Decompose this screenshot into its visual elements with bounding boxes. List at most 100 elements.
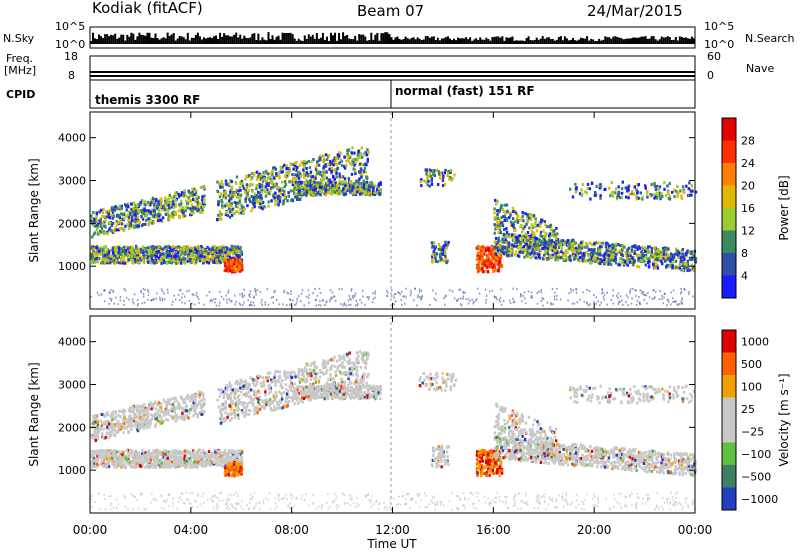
echo-cell: [338, 175, 341, 179]
echo-cell: [244, 200, 247, 204]
echo-cell: [315, 173, 318, 177]
echo-cell: [198, 301, 200, 304]
echo-cell: [357, 180, 361, 184]
nsky-bar: [406, 38, 409, 44]
echo-cell: [120, 226, 123, 230]
echo-cell: [615, 252, 618, 256]
echo-cell: [404, 302, 406, 305]
echo-cell: [329, 300, 331, 303]
echo-cell: [686, 250, 689, 254]
echo-cell: [424, 180, 428, 184]
echo-cell: [222, 248, 225, 252]
echo-cell: [123, 248, 126, 252]
echo-cell: [183, 258, 187, 262]
echo-cell: [493, 211, 496, 215]
echo-cell: [166, 201, 170, 205]
echo-cell: [116, 213, 119, 217]
echo-cell: [688, 290, 690, 293]
echo-cell: [551, 233, 554, 237]
nsky-bar: [436, 37, 439, 44]
echo-cell: [596, 259, 600, 263]
echo-cell: [159, 259, 163, 263]
echo-cell: [429, 303, 431, 306]
echo-cell: [222, 298, 225, 301]
echo-cell: [450, 178, 453, 182]
echo-cell: [245, 174, 248, 178]
echo-cell: [163, 292, 165, 295]
echo-cell: [356, 156, 360, 160]
echo-cell: [198, 259, 202, 263]
echo-cell: [495, 257, 499, 261]
echo-cell: [107, 212, 111, 216]
echo-cell: [167, 291, 169, 294]
echo-cell: [685, 266, 688, 270]
echo-cell: [238, 249, 241, 253]
echo-cell: [353, 163, 356, 167]
echo-cell: [327, 181, 330, 185]
echo-cell: [325, 301, 327, 304]
echo-cell: [236, 269, 239, 273]
echo-cell: [178, 215, 181, 219]
echo-cell: [196, 245, 200, 249]
echo-cell: [354, 161, 357, 165]
echo-cell: [525, 253, 528, 257]
echo-cell: [354, 188, 357, 192]
echo-cell: [92, 217, 96, 221]
echo-cell: [244, 198, 247, 202]
echo-cell: [559, 256, 563, 260]
echo-cell: [152, 199, 156, 203]
echo-cell: [647, 265, 651, 269]
echo-cell: [134, 249, 138, 253]
echo-cell: [99, 230, 103, 234]
nsky-bar: [469, 37, 472, 44]
echo-cell: [103, 258, 106, 262]
echo-cell: [516, 254, 520, 258]
echo-cell: [488, 265, 491, 269]
echo-cell: [656, 266, 660, 270]
echo-cell: [207, 261, 210, 265]
echo-cell: [193, 193, 196, 197]
echo-cell: [182, 248, 185, 252]
nsky-bar: [257, 33, 260, 44]
echo-cell: [551, 253, 554, 257]
echo-cell: [235, 255, 238, 259]
echo-cell: [339, 191, 342, 195]
nsky-bar: [414, 39, 417, 44]
echo-cell: [658, 256, 661, 260]
echo-cell: [620, 244, 623, 248]
echo-cell: [193, 187, 196, 191]
nsky-bar: [168, 35, 171, 44]
echo-cell: [205, 251, 208, 255]
echo-cell: [251, 183, 254, 187]
echo-cell: [535, 243, 538, 247]
echo-cell: [273, 183, 277, 187]
echo-cell: [549, 254, 552, 258]
echo-cell: [433, 297, 436, 300]
echo-cell: [545, 245, 549, 249]
nsky-bar: [519, 40, 522, 44]
echo-cell: [532, 214, 536, 218]
echo-cell: [510, 250, 514, 254]
echo-cell: [163, 207, 166, 211]
echo-cell: [234, 303, 236, 306]
nsky-bar: [692, 38, 695, 44]
echo-cell: [132, 212, 136, 216]
echo-cell: [516, 242, 520, 246]
echo-cell: [128, 224, 131, 228]
echo-cell: [671, 264, 674, 268]
echo-cell: [127, 210, 130, 214]
echo-cell: [171, 245, 175, 249]
nsky-bar: [352, 39, 355, 44]
echo-cell: [110, 288, 112, 291]
echo-cell: [143, 207, 147, 211]
nsky-bar: [229, 36, 232, 44]
nsky-bar: [471, 40, 474, 44]
echo-cell: [598, 249, 601, 253]
echo-cell: [488, 290, 491, 293]
echo-cell: [300, 160, 303, 164]
echo-cell: [164, 260, 167, 264]
echo-cell: [115, 248, 119, 252]
nsky-bar: [114, 33, 117, 44]
echo-cell: [531, 234, 535, 238]
echo-cell: [302, 173, 306, 177]
